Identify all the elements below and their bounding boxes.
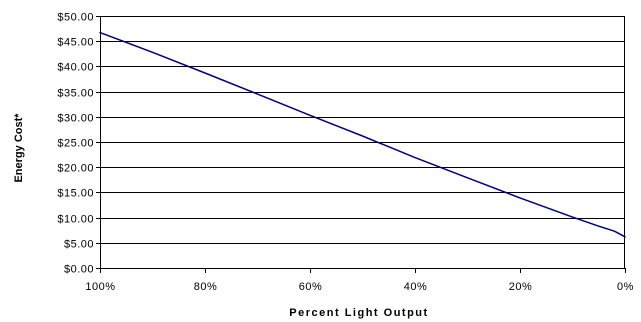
y-tick-label-9: $45.00: [57, 37, 94, 49]
y-tick-label-8: $40.00: [57, 62, 94, 74]
x-tick-label-1: 80%: [194, 281, 218, 293]
y-tick-label-0: $0.00: [64, 264, 94, 276]
grid-lines: [100, 16, 625, 244]
series-line-0: [99, 31, 626, 238]
y-tick-label-1: $5.00: [64, 239, 94, 251]
x-tick-label-5: 0%: [617, 281, 634, 293]
x-tick-label-2: 60%: [299, 281, 323, 293]
x-tick-label-0: 100%: [85, 281, 115, 293]
x-tick-label-4: 20%: [509, 281, 533, 293]
y-tick-label-10: $50.00: [57, 12, 94, 24]
plot-frame: [100, 16, 625, 269]
y-tick-label-2: $10.00: [57, 214, 94, 226]
y-tick-label-3: $15.00: [57, 188, 94, 200]
y-tick-label-5: $25.00: [57, 138, 94, 150]
x-tick-label-3: 40%: [404, 281, 428, 293]
x-tick-marks: [100, 268, 626, 273]
series-layer: [99, 31, 626, 238]
y-tick-label-4: $20.00: [57, 163, 94, 175]
y-tick-label-7: $35.00: [57, 88, 94, 100]
y-axis-title: Energy Cost*: [13, 113, 25, 183]
y-tick-label-6: $30.00: [57, 113, 94, 125]
x-tick-labels: 100% 80% 60% 40% 20% 0%: [85, 281, 634, 293]
x-axis-title: Percent Light Output: [289, 307, 428, 319]
y-tick-labels: $0.00 $5.00 $10.00 $15.00 $20.00 $25.00 $30.00…: [57, 12, 100, 276]
